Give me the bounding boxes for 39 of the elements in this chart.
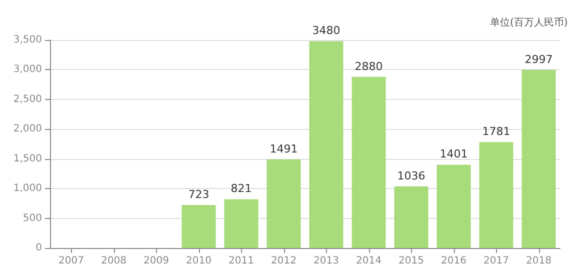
y-tick-label: 1,000	[13, 183, 42, 194]
y-tick-label: 500	[22, 212, 42, 224]
x-tick-label: 2015	[398, 256, 424, 266]
data-label: 1036	[397, 169, 426, 182]
data-label: 1491	[270, 142, 298, 156]
y-tick-label: 3,500	[13, 34, 42, 46]
x-tick-label: 2018	[526, 256, 552, 266]
x-tick-label: 2007	[58, 256, 84, 266]
y-tick-label: 3,000	[13, 64, 42, 76]
y-tick-label: 1,500	[13, 153, 42, 164]
y-tick-label: 2,000	[13, 124, 42, 135]
bar	[352, 76, 386, 248]
x-tick-label: 2010	[186, 256, 212, 266]
bar	[522, 70, 556, 248]
data-label: 723	[188, 188, 210, 202]
bar	[224, 199, 258, 248]
data-label: 821	[230, 182, 252, 196]
x-tick-label: 2011	[228, 256, 254, 266]
data-label: 1401	[440, 148, 468, 161]
bar	[309, 41, 344, 248]
x-tick-label: 2012	[271, 256, 296, 266]
x-tick-label: 2017	[484, 256, 509, 266]
data-label: 2997	[524, 52, 553, 66]
y-tick-label: 2,500	[13, 94, 42, 105]
bar	[436, 164, 471, 248]
bar	[266, 159, 301, 248]
bar	[479, 142, 514, 248]
y-axis-title: 单位(百万人民币)	[490, 16, 568, 28]
x-tick-label: 2008	[101, 256, 126, 266]
bar	[394, 186, 428, 248]
x-tick-label: 2016	[441, 256, 466, 266]
bar	[182, 205, 216, 248]
x-tick-label: 2013	[314, 256, 339, 266]
y-tick-label: 0	[36, 242, 42, 254]
data-label: 3480	[312, 24, 340, 38]
x-tick-label: 2009	[144, 256, 169, 266]
data-label: 1781	[482, 125, 510, 138]
x-tick-label: 2014	[356, 256, 382, 266]
data-label: 2880	[354, 60, 383, 73]
